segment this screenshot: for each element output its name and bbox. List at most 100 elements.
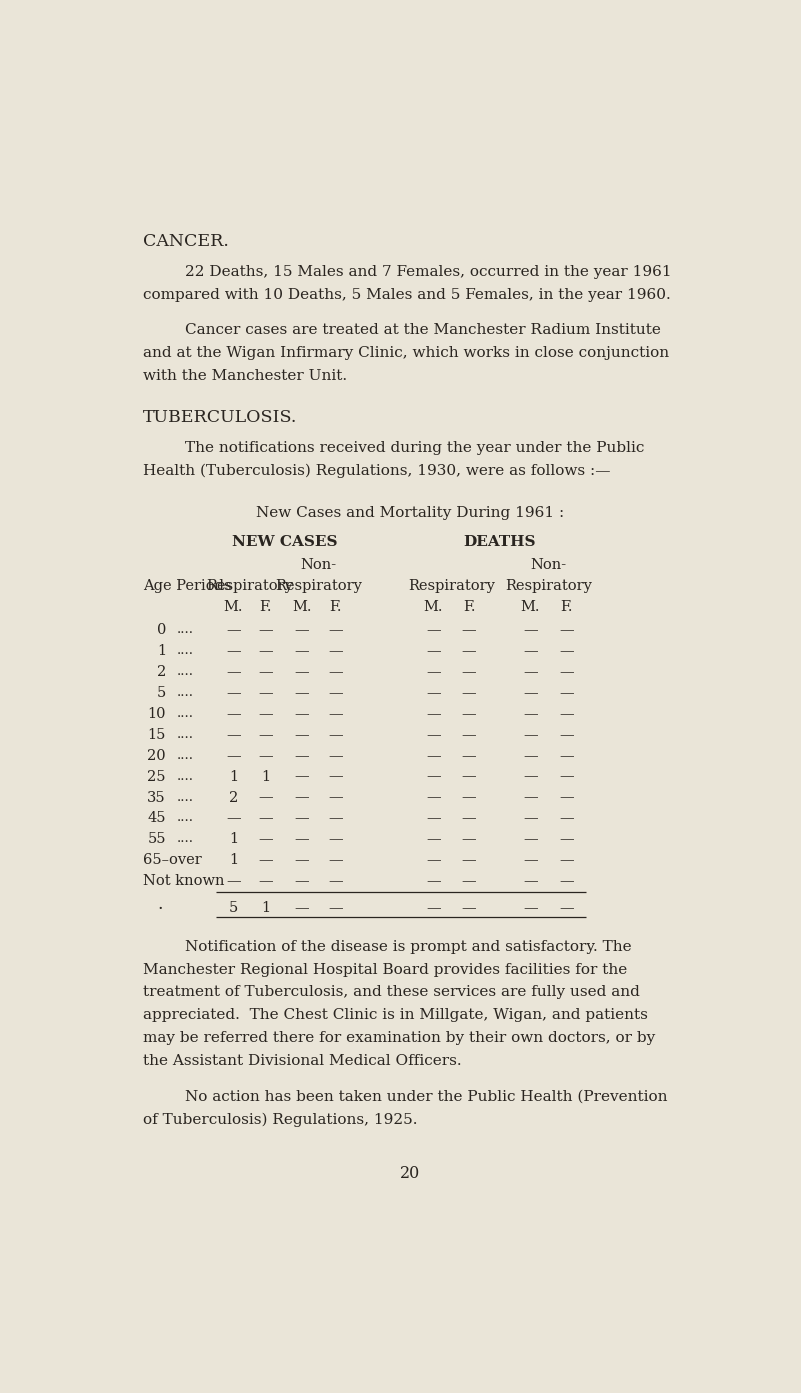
Text: —: —: [461, 812, 477, 826]
Text: ....: ....: [177, 706, 194, 720]
Text: —: —: [461, 623, 477, 637]
Text: with the Manchester Unit.: with the Manchester Unit.: [143, 369, 347, 383]
Text: —: —: [461, 644, 477, 657]
Text: —: —: [523, 769, 537, 784]
Text: —: —: [328, 901, 343, 915]
Text: —: —: [426, 664, 441, 678]
Text: —: —: [226, 748, 241, 762]
Text: —: —: [523, 706, 537, 720]
Text: —: —: [259, 623, 273, 637]
Text: —: —: [294, 664, 309, 678]
Text: —: —: [523, 833, 537, 847]
Text: 1: 1: [229, 833, 238, 847]
Text: —: —: [294, 875, 309, 889]
Text: and at the Wigan Infirmary Clinic, which works in close conjunction: and at the Wigan Infirmary Clinic, which…: [143, 345, 669, 359]
Text: —: —: [461, 854, 477, 868]
Text: —: —: [461, 901, 477, 915]
Text: —: —: [523, 791, 537, 805]
Text: 5: 5: [229, 901, 238, 915]
Text: Cancer cases are treated at the Manchester Radium Institute: Cancer cases are treated at the Manchest…: [185, 323, 662, 337]
Text: —: —: [559, 875, 574, 889]
Text: 1: 1: [229, 769, 238, 784]
Text: —: —: [426, 685, 441, 699]
Text: F.: F.: [329, 600, 342, 614]
Text: M.: M.: [223, 600, 244, 614]
Text: —: —: [294, 812, 309, 826]
Text: —: —: [426, 901, 441, 915]
Text: —: —: [259, 833, 273, 847]
Text: —: —: [523, 644, 537, 657]
Text: F.: F.: [463, 600, 475, 614]
Text: —: —: [426, 791, 441, 805]
Text: DEATHS: DEATHS: [464, 535, 537, 549]
Text: ....: ....: [177, 769, 194, 783]
Text: —: —: [461, 833, 477, 847]
Text: —: —: [294, 901, 309, 915]
Text: The notifications received during the year under the Public: The notifications received during the ye…: [185, 442, 645, 456]
Text: —: —: [294, 854, 309, 868]
Text: treatment of Tuberculosis, and these services are fully used and: treatment of Tuberculosis, and these ser…: [143, 985, 640, 999]
Text: —: —: [259, 854, 273, 868]
Text: —: —: [523, 727, 537, 741]
Text: —: —: [426, 769, 441, 784]
Text: F.: F.: [561, 600, 573, 614]
Text: 1: 1: [157, 644, 166, 657]
Text: ....: ....: [177, 748, 194, 762]
Text: New Cases and Mortality During 1961 :: New Cases and Mortality During 1961 :: [256, 506, 565, 520]
Text: Respiratory: Respiratory: [276, 579, 362, 593]
Text: ....: ....: [177, 833, 194, 846]
Text: —: —: [559, 623, 574, 637]
Text: —: —: [226, 685, 241, 699]
Text: ·: ·: [157, 901, 163, 918]
Text: —: —: [226, 875, 241, 889]
Text: Health (Tuberculosis) Regulations, 1930, were as follows :—: Health (Tuberculosis) Regulations, 1930,…: [143, 464, 610, 478]
Text: —: —: [226, 812, 241, 826]
Text: —: —: [523, 812, 537, 826]
Text: —: —: [259, 685, 273, 699]
Text: —: —: [294, 644, 309, 657]
Text: CANCER.: CANCER.: [143, 233, 228, 249]
Text: 1: 1: [261, 769, 271, 784]
Text: —: —: [259, 812, 273, 826]
Text: —: —: [259, 875, 273, 889]
Text: 2: 2: [157, 664, 166, 678]
Text: 35: 35: [147, 791, 166, 805]
Text: —: —: [559, 854, 574, 868]
Text: 22 Deaths, 15 Males and 7 Females, occurred in the year 1961: 22 Deaths, 15 Males and 7 Females, occur…: [185, 265, 672, 279]
Text: —: —: [328, 664, 343, 678]
Text: —: —: [426, 748, 441, 762]
Text: —: —: [523, 664, 537, 678]
Text: M.: M.: [292, 600, 312, 614]
Text: —: —: [523, 901, 537, 915]
Text: NEW CASES: NEW CASES: [231, 535, 337, 549]
Text: F.: F.: [260, 600, 272, 614]
Text: —: —: [328, 812, 343, 826]
Text: —: —: [426, 644, 441, 657]
Text: —: —: [328, 854, 343, 868]
Text: —: —: [328, 833, 343, 847]
Text: 55: 55: [147, 833, 166, 847]
Text: —: —: [559, 644, 574, 657]
Text: 1: 1: [229, 854, 238, 868]
Text: 0: 0: [157, 623, 166, 637]
Text: —: —: [523, 685, 537, 699]
Text: —: —: [461, 791, 477, 805]
Text: —: —: [461, 664, 477, 678]
Text: —: —: [426, 812, 441, 826]
Text: may be referred there for examination by their own doctors, or by: may be referred there for examination by…: [143, 1031, 655, 1045]
Text: compared with 10 Deaths, 5 Males and 5 Females, in the year 1960.: compared with 10 Deaths, 5 Males and 5 F…: [143, 288, 670, 302]
Text: —: —: [523, 748, 537, 762]
Text: Age Periods: Age Periods: [143, 579, 231, 593]
Text: Respiratory: Respiratory: [207, 579, 293, 593]
Text: ....: ....: [177, 623, 194, 637]
Text: —: —: [294, 748, 309, 762]
Text: ....: ....: [177, 791, 194, 804]
Text: —: —: [559, 812, 574, 826]
Text: —: —: [294, 706, 309, 720]
Text: of Tuberculosis) Regulations, 1925.: of Tuberculosis) Regulations, 1925.: [143, 1113, 417, 1127]
Text: —: —: [328, 727, 343, 741]
Text: —: —: [461, 685, 477, 699]
Text: —: —: [328, 769, 343, 784]
Text: 15: 15: [147, 727, 166, 741]
Text: —: —: [559, 901, 574, 915]
